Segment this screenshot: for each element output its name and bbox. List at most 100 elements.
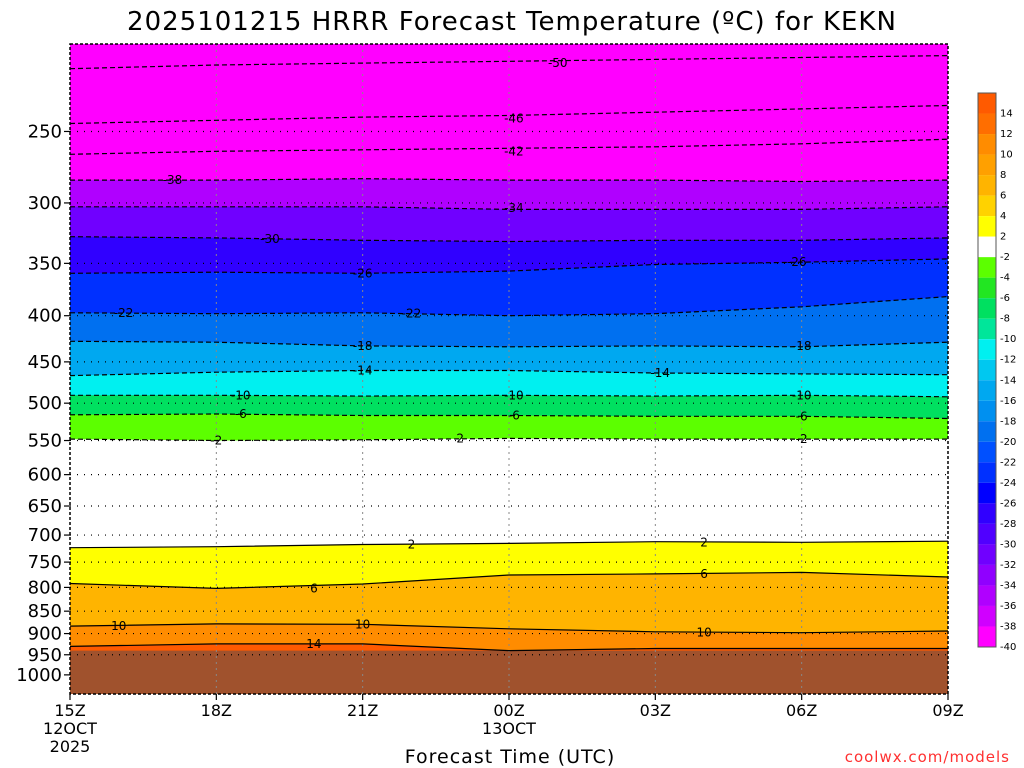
colorbar-label: -8 bbox=[1000, 314, 1010, 325]
contour-line bbox=[69, 138, 949, 155]
x-tick-label: 09Z bbox=[932, 701, 963, 720]
colorbar-swatch bbox=[978, 339, 996, 360]
colorbar-label: 2 bbox=[1000, 232, 1006, 243]
colorbar-label: -14 bbox=[1000, 375, 1016, 386]
contour-line bbox=[69, 571, 949, 590]
contour-label: -2 bbox=[796, 432, 808, 446]
contour-label: -6 bbox=[796, 409, 808, 423]
y-tick-label: 500 bbox=[28, 393, 62, 414]
colorbar-label: -6 bbox=[1000, 293, 1010, 304]
x-tick-label: 00Z bbox=[493, 701, 524, 720]
y-tick-label: 750 bbox=[28, 552, 62, 573]
colorbar-label: -18 bbox=[1000, 416, 1016, 427]
colorbar-swatch bbox=[978, 216, 996, 237]
colorbar-swatch bbox=[978, 482, 996, 504]
contour-label: -14 bbox=[650, 366, 670, 380]
contour-line bbox=[70, 206, 949, 210]
contour-label: -2 bbox=[210, 434, 222, 448]
colorbar-swatch bbox=[978, 298, 996, 319]
colorbar-swatch bbox=[978, 134, 996, 155]
colorbar-swatch bbox=[978, 421, 996, 442]
colorbar: 14 12 10 8 6 4 2 -2 -4 -6 -8 -10 -12 -14 -16 -18 -20 -22 -… bbox=[977, 92, 1016, 653]
colorbar-label: 10 bbox=[1000, 150, 1013, 161]
colorbar-label: 12 bbox=[1000, 129, 1013, 140]
colorbar-swatch bbox=[978, 318, 996, 340]
colorbar-swatch bbox=[978, 359, 996, 381]
contour-label: 2 bbox=[700, 535, 708, 549]
x-tick-label: 03Z bbox=[640, 701, 671, 720]
contour-label: 2 bbox=[456, 431, 464, 445]
contour-label: -10 bbox=[792, 388, 812, 402]
contour-line bbox=[69, 296, 949, 317]
colorbar-swatch bbox=[978, 523, 996, 545]
contour-line bbox=[69, 623, 949, 634]
contour-label: -6 bbox=[508, 409, 520, 423]
contour-label: -18 bbox=[353, 339, 373, 353]
contour-label: -22 bbox=[114, 306, 134, 320]
colorbar-label: 4 bbox=[1000, 211, 1006, 222]
colorbar-label: -30 bbox=[1000, 539, 1016, 550]
colorbar-swatch bbox=[978, 605, 996, 627]
x-tick-label: 06Z bbox=[786, 701, 817, 720]
colorbar-swatch bbox=[978, 503, 996, 524]
credit-text: coolwx.com/models bbox=[845, 748, 1010, 766]
contour-label: -42 bbox=[504, 144, 524, 158]
y-tick-label: 250 bbox=[28, 121, 62, 142]
colorbar-swatch bbox=[978, 544, 996, 565]
colorbar-label: -26 bbox=[1000, 498, 1016, 509]
contour-label: -22 bbox=[402, 307, 422, 321]
contour-label: -46 bbox=[504, 112, 524, 126]
y-tick-label: 650 bbox=[28, 496, 62, 517]
contour-line bbox=[69, 236, 949, 243]
x-tick-date: 13OCT bbox=[482, 719, 536, 738]
chart-title: 2025101215 HRRR Forecast Temperature (ºC… bbox=[127, 7, 897, 37]
contour-line bbox=[69, 55, 949, 70]
contour-line bbox=[69, 369, 949, 377]
colorbar-swatch bbox=[978, 195, 996, 217]
y-tick-label: 400 bbox=[28, 306, 62, 327]
colorbar-swatch bbox=[978, 441, 996, 463]
colorbar-swatch bbox=[978, 277, 996, 299]
y-tick-label: 800 bbox=[28, 577, 62, 598]
x-tick-label: 15Z bbox=[54, 701, 85, 720]
contour-label: -26 bbox=[353, 266, 373, 280]
colorbar-swatch bbox=[978, 564, 996, 586]
colorbar-label: 6 bbox=[1000, 191, 1006, 202]
colorbar-label: -36 bbox=[1000, 601, 1016, 612]
colorbar-label: -12 bbox=[1000, 355, 1016, 366]
colorbar-swatch bbox=[978, 236, 996, 258]
y-tick-label: 350 bbox=[28, 253, 62, 274]
contour-label: -34 bbox=[504, 201, 524, 215]
contour-label: -18 bbox=[792, 339, 812, 353]
contour-line bbox=[69, 643, 948, 652]
colorbar-label: 8 bbox=[1000, 170, 1006, 181]
colorbar-label: -16 bbox=[1000, 396, 1016, 407]
colorbar-frame bbox=[977, 92, 997, 648]
contour-label: -10 bbox=[231, 388, 251, 402]
contour-label: 6 bbox=[700, 567, 708, 581]
contour-label: -10 bbox=[504, 388, 524, 402]
contour-label: 10 bbox=[111, 619, 126, 633]
contour-label: -26 bbox=[787, 255, 807, 269]
y-tick-label: 900 bbox=[28, 624, 62, 645]
colorbar-label: 14 bbox=[1000, 109, 1013, 120]
x-axis-label: Forecast Time (UTC) bbox=[405, 746, 615, 768]
colorbar-label: -10 bbox=[1000, 334, 1016, 345]
contour-label: -30 bbox=[260, 232, 280, 246]
colorbar-swatch bbox=[978, 462, 996, 483]
contour-line bbox=[69, 437, 948, 442]
colorbar-swatch bbox=[978, 154, 996, 176]
contour-label: -6 bbox=[235, 407, 247, 421]
colorbar-swatch bbox=[978, 626, 996, 647]
contour-label: -14 bbox=[353, 363, 373, 377]
y-axis: 2503003504004505005506006507007508008509… bbox=[16, 121, 70, 686]
colorbar-label: -38 bbox=[1000, 621, 1016, 632]
y-tick-label: 600 bbox=[28, 465, 62, 486]
contour-label: -38 bbox=[163, 173, 183, 187]
colorbar-label: -32 bbox=[1000, 560, 1016, 571]
x-tick-label: 21Z bbox=[347, 701, 378, 720]
contour-label: 10 bbox=[696, 625, 711, 639]
contour-label: -50 bbox=[548, 56, 568, 70]
